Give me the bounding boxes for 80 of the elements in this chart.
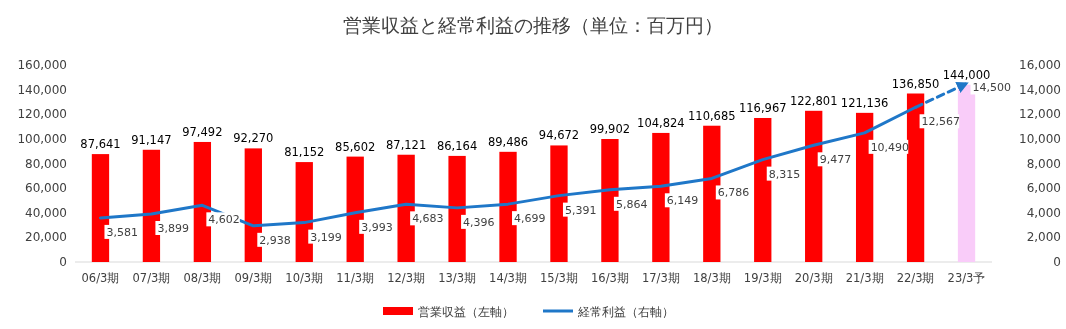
x-tick-label: 14/3期 — [489, 271, 527, 285]
y2-tick-label: 14,000 — [1019, 82, 1061, 97]
x-tick-label: 11/3期 — [336, 271, 375, 285]
chart-title: 営業収益と経常利益の推移（単位：百万円） — [343, 14, 723, 36]
bar — [346, 156, 364, 262]
data-label: 116,967 — [738, 100, 787, 115]
data-label: 4,396 — [463, 215, 495, 229]
y2-tick-label: 16,000 — [1019, 58, 1061, 72]
data-label: 89,486 — [487, 134, 529, 149]
data-label: 5,391 — [564, 203, 597, 217]
bar — [550, 145, 568, 262]
data-label: 5,864 — [615, 197, 648, 211]
data-label: 104,824 — [637, 115, 685, 130]
bar — [295, 162, 313, 262]
data-label: 91,147 — [131, 132, 172, 147]
x-tick-label: 22/3期 — [896, 271, 935, 285]
y2-tick-label: 4,000 — [1026, 205, 1061, 220]
y2-tick-label: 0 — [1053, 255, 1061, 269]
data-label: 92,270 — [233, 131, 274, 146]
y2-tick-label: 12,000 — [1019, 107, 1061, 122]
bar — [244, 148, 262, 262]
bar — [601, 139, 619, 262]
x-tick-label: 17/3期 — [641, 271, 680, 285]
x-tick-label: 15/3期 — [540, 271, 578, 285]
y2-tick-label: 2,000 — [1026, 230, 1061, 245]
data-label: 121,136 — [840, 95, 889, 110]
y-tick-label: 60,000 — [25, 181, 67, 196]
data-label: 144,000 — [942, 67, 991, 82]
data-label: 99,902 — [589, 122, 631, 136]
data-label: 94,672 — [538, 128, 580, 143]
data-label: 4,683 — [412, 212, 444, 226]
y-tick-label: 20,000 — [25, 230, 67, 245]
y-tick-label: 100,000 — [17, 131, 67, 146]
data-label: 6,149 — [666, 194, 699, 208]
y-tick-label: 80,000 — [25, 156, 67, 171]
legend-label: 営業収益（左軸） — [418, 305, 514, 319]
y-tick-label: 120,000 — [17, 107, 67, 122]
legend-label: 経常利益（右軸） — [577, 305, 674, 319]
data-label: 8,315 — [768, 167, 801, 181]
data-label: 110,685 — [688, 108, 736, 123]
data-label: 87,641 — [80, 137, 121, 152]
data-label: 85,602 — [335, 139, 376, 154]
x-tick-label: 16/3期 — [591, 271, 629, 285]
y-tick-label: 140,000 — [17, 82, 67, 97]
data-label: 3,993 — [361, 220, 393, 234]
y2-tick-label: 10,000 — [1019, 131, 1061, 146]
data-label: 14,500 — [972, 81, 1012, 95]
x-tick-label: 18/3期 — [692, 271, 731, 285]
y-tick-label: 160,000 — [17, 58, 67, 72]
data-label: 4,699 — [514, 212, 546, 226]
data-label: 87,121 — [386, 137, 427, 152]
data-label: 3,899 — [157, 221, 189, 235]
data-label: 6,786 — [717, 186, 750, 200]
data-label: 12,567 — [921, 115, 961, 129]
data-label: 4,602 — [208, 213, 240, 227]
x-tick-label: 23/3予 — [947, 271, 986, 285]
y2-tick-label: 8,000 — [1026, 156, 1061, 171]
x-tick-label: 20/3期 — [794, 271, 833, 285]
data-label: 3,199 — [310, 230, 342, 244]
data-label: 9,477 — [819, 153, 852, 167]
x-tick-label: 21/3期 — [845, 271, 884, 285]
data-label: 97,492 — [182, 124, 223, 139]
x-tick-label: 06/3期 — [81, 271, 120, 285]
x-tick-label: 09/3期 — [234, 271, 273, 285]
data-label: 3,581 — [106, 225, 138, 239]
data-label: 122,801 — [789, 93, 838, 108]
data-label: 81,152 — [284, 145, 325, 160]
x-tick-label: 12/3期 — [387, 271, 426, 285]
y-tick-label: 0 — [59, 255, 67, 269]
data-label: 2,938 — [259, 233, 291, 247]
x-tick-label: 10/3期 — [285, 271, 324, 285]
x-tick-label: 07/3期 — [132, 271, 171, 285]
x-tick-label: 08/3期 — [183, 271, 222, 285]
data-label: 136,850 — [891, 76, 940, 91]
x-tick-label: 13/3期 — [438, 271, 476, 285]
bar — [855, 112, 874, 262]
data-label: 86,164 — [436, 138, 478, 153]
y2-tick-label: 6,000 — [1026, 181, 1061, 196]
x-tick-label: 19/3期 — [743, 271, 782, 285]
y-tick-label: 40,000 — [25, 205, 67, 220]
